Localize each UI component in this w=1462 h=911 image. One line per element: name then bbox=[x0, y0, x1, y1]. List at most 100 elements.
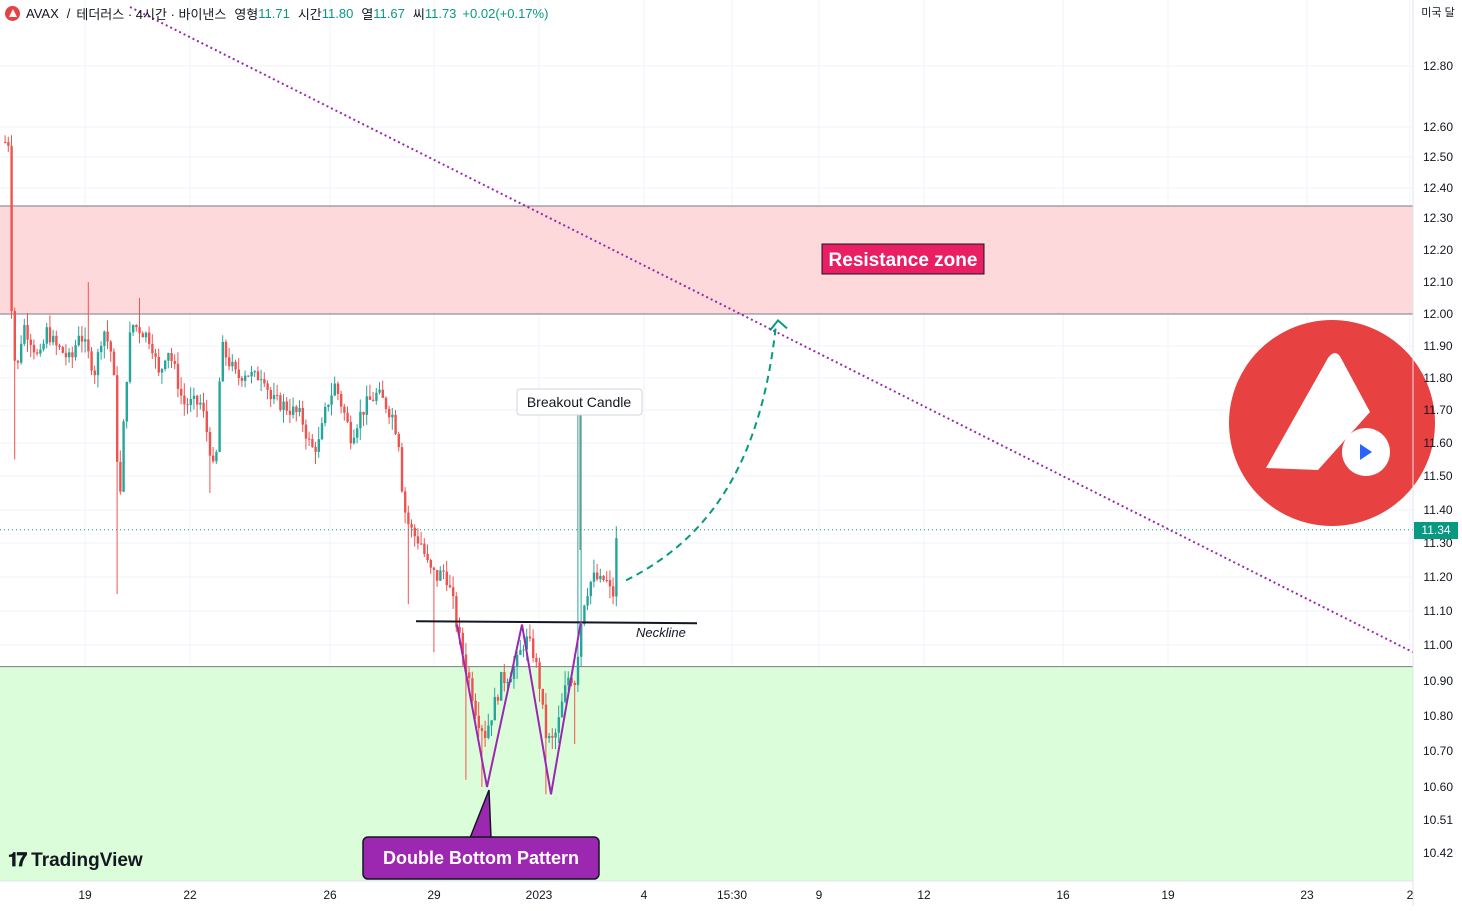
candle-body[interactable] bbox=[141, 333, 144, 338]
candle-body[interactable] bbox=[554, 732, 557, 738]
candle-body[interactable] bbox=[61, 347, 64, 353]
candle-body[interactable] bbox=[372, 399, 375, 401]
candle-body[interactable] bbox=[250, 371, 253, 377]
candle-body[interactable] bbox=[247, 375, 250, 377]
candle-body[interactable] bbox=[128, 332, 132, 382]
candle-body[interactable] bbox=[135, 324, 138, 328]
candle-body[interactable] bbox=[327, 404, 330, 407]
candle-body[interactable] bbox=[541, 688, 544, 705]
candle-body[interactable] bbox=[106, 331, 109, 342]
candle-body[interactable] bbox=[474, 700, 477, 716]
candle-body[interactable] bbox=[87, 339, 90, 352]
candle-body[interactable] bbox=[160, 369, 164, 373]
candle-body[interactable] bbox=[100, 345, 103, 353]
candle-body[interactable] bbox=[93, 370, 96, 376]
candle-body[interactable] bbox=[96, 352, 100, 376]
candle-body[interactable] bbox=[589, 581, 592, 597]
candle-body[interactable] bbox=[68, 352, 71, 358]
candle-body[interactable] bbox=[573, 682, 576, 686]
candle-body[interactable] bbox=[132, 324, 135, 333]
candle-body[interactable] bbox=[279, 395, 282, 410]
candle-body[interactable] bbox=[298, 407, 301, 413]
candle-body[interactable] bbox=[208, 432, 212, 456]
candle-body[interactable] bbox=[164, 360, 167, 370]
symbol-pair-info[interactable]: 테더러스 · 4시간 · 바이낸스 bbox=[76, 6, 227, 22]
candle-body[interactable] bbox=[29, 339, 32, 345]
candle-body[interactable] bbox=[516, 654, 519, 667]
candle-body[interactable] bbox=[525, 636, 528, 650]
candle-body[interactable] bbox=[288, 410, 292, 415]
candle-body[interactable] bbox=[23, 325, 26, 344]
candle-body[interactable] bbox=[586, 596, 589, 606]
candle-body[interactable] bbox=[144, 332, 148, 338]
candle-body[interactable] bbox=[528, 636, 532, 639]
candle-body[interactable] bbox=[384, 397, 388, 409]
candle-body[interactable] bbox=[189, 399, 192, 405]
candle-body[interactable] bbox=[202, 402, 205, 412]
candle-body[interactable] bbox=[244, 375, 247, 381]
candle-body[interactable] bbox=[442, 570, 445, 572]
candle-body[interactable] bbox=[138, 327, 141, 334]
candle-body[interactable] bbox=[375, 392, 378, 401]
candle-body[interactable] bbox=[48, 327, 52, 343]
candle-body[interactable] bbox=[205, 411, 208, 433]
candle-body[interactable] bbox=[55, 335, 58, 346]
candle-body[interactable] bbox=[362, 411, 365, 415]
candle-body[interactable] bbox=[615, 538, 618, 597]
candle-body[interactable] bbox=[122, 421, 125, 492]
candle-body[interactable] bbox=[426, 553, 429, 560]
candle-body[interactable] bbox=[407, 512, 410, 525]
candle-body[interactable] bbox=[605, 580, 608, 582]
candle-body[interactable] bbox=[496, 696, 500, 701]
candle-body[interactable] bbox=[7, 142, 10, 146]
candle-body[interactable] bbox=[608, 580, 612, 587]
candle-body[interactable] bbox=[378, 389, 381, 393]
symbol-name[interactable]: AVAX bbox=[26, 5, 59, 21]
candle-body[interactable] bbox=[557, 717, 560, 733]
candle-body[interactable] bbox=[42, 343, 45, 350]
candle-body[interactable] bbox=[359, 411, 362, 429]
candle-body[interactable] bbox=[330, 395, 333, 405]
candle-body[interactable] bbox=[45, 327, 48, 344]
candle-body[interactable] bbox=[260, 379, 263, 381]
candle-body[interactable] bbox=[333, 383, 336, 396]
candle-body[interactable] bbox=[439, 570, 442, 581]
candle-body[interactable] bbox=[52, 335, 55, 343]
breakout-label-box[interactable] bbox=[516, 388, 643, 416]
candle-body[interactable] bbox=[317, 439, 320, 452]
candle-body[interactable] bbox=[103, 331, 106, 346]
candle-body[interactable] bbox=[237, 369, 240, 379]
candle-body[interactable] bbox=[388, 408, 391, 418]
candle-body[interactable] bbox=[109, 341, 112, 352]
candle-body[interactable] bbox=[538, 662, 541, 689]
projection-curve[interactable] bbox=[625, 324, 777, 582]
candle-body[interactable] bbox=[183, 395, 186, 405]
candle-body[interactable] bbox=[71, 352, 74, 358]
candle-body[interactable] bbox=[256, 371, 260, 381]
candle-body[interactable] bbox=[484, 730, 487, 739]
candle-body[interactable] bbox=[340, 393, 343, 407]
candle-body[interactable] bbox=[192, 395, 196, 400]
candle-body[interactable] bbox=[416, 536, 420, 544]
support-zone[interactable] bbox=[0, 666, 1413, 881]
candle-body[interactable] bbox=[346, 412, 349, 422]
candle-body[interactable] bbox=[186, 404, 189, 406]
candle-body[interactable] bbox=[503, 672, 506, 683]
candle-body[interactable] bbox=[602, 575, 605, 581]
candle-body[interactable] bbox=[269, 389, 272, 400]
candle-body[interactable] bbox=[560, 701, 564, 718]
tradingview-logo[interactable]: 𝟏𝟕 TradingView bbox=[8, 850, 143, 872]
candle-body[interactable] bbox=[413, 527, 416, 537]
resistance-label-box[interactable] bbox=[821, 243, 985, 275]
candle-body[interactable] bbox=[368, 396, 372, 400]
candle-body[interactable] bbox=[391, 414, 394, 418]
candle-body[interactable] bbox=[74, 345, 77, 358]
candle-body[interactable] bbox=[266, 383, 269, 390]
candle-body[interactable] bbox=[519, 649, 522, 655]
candle-body[interactable] bbox=[228, 357, 231, 367]
candle-body[interactable] bbox=[458, 626, 461, 633]
candle-body[interactable] bbox=[455, 596, 458, 627]
candle-body[interactable] bbox=[336, 383, 340, 394]
candle-body[interactable] bbox=[90, 351, 93, 371]
